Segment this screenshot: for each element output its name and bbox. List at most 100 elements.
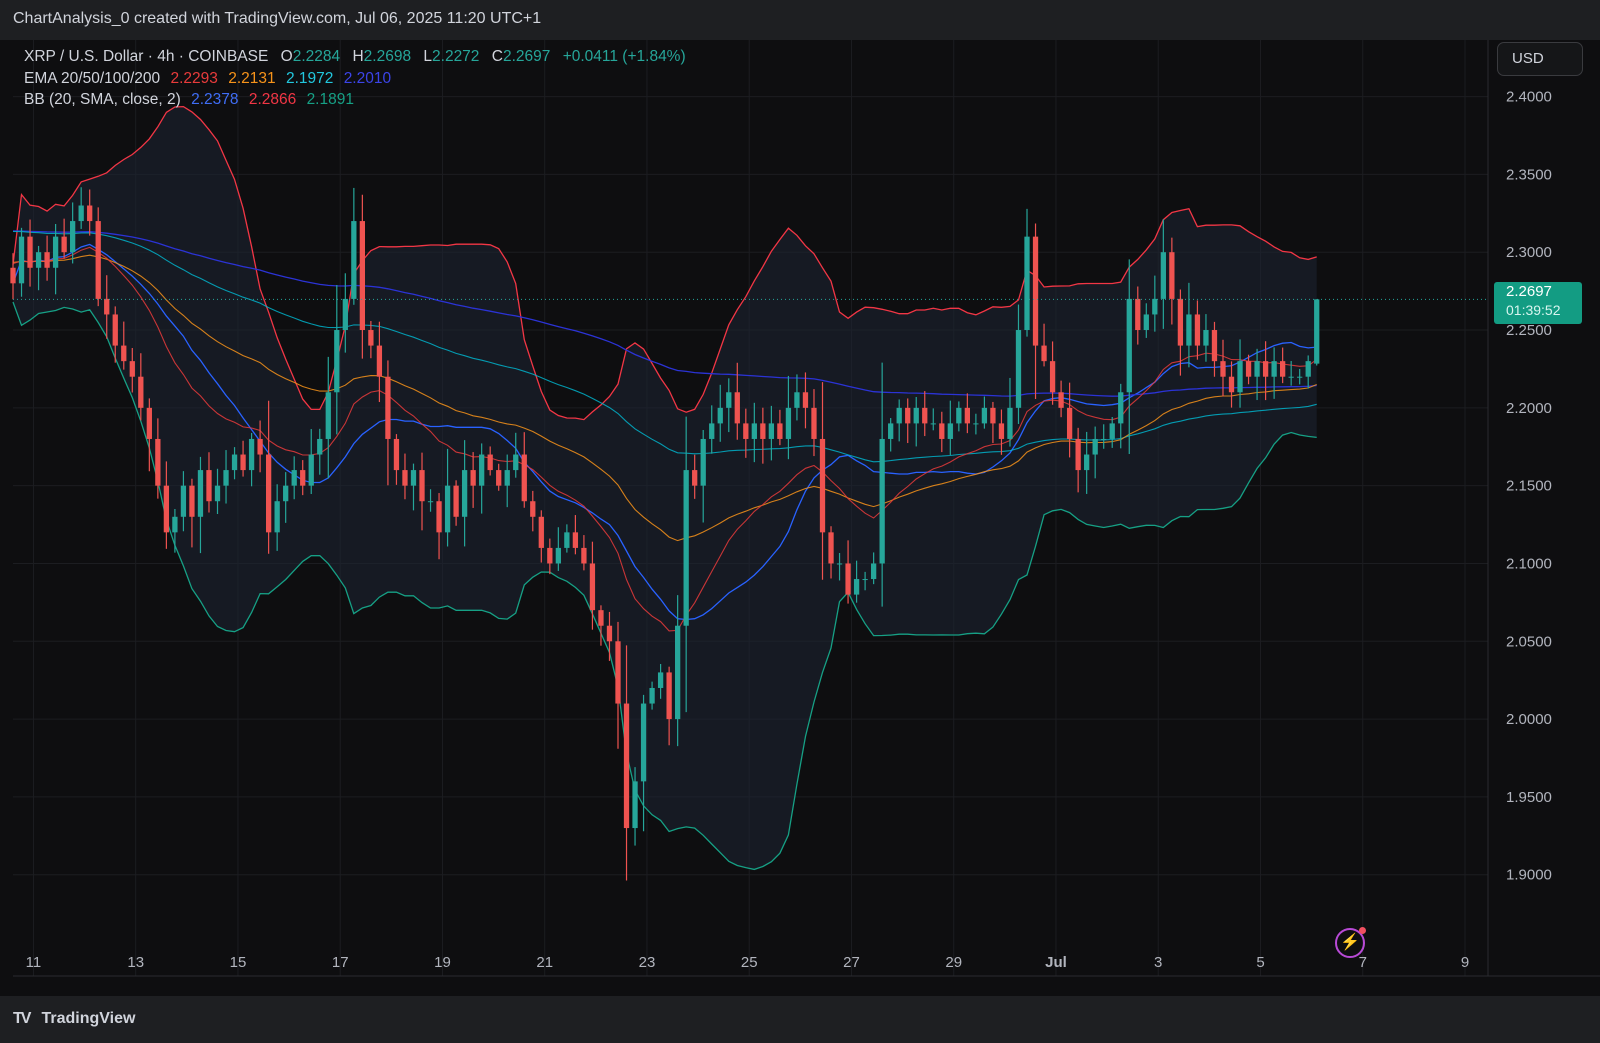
candle-up — [78, 187, 84, 229]
candle-body — [981, 407, 988, 424]
candle-up — [325, 356, 331, 479]
candle-down — [240, 440, 246, 477]
candle-body — [666, 672, 672, 720]
y-tick-label: 2.2500 — [1506, 322, 1552, 339]
candle-up — [1101, 424, 1107, 449]
open-value: 2.2284 — [292, 48, 341, 65]
ema50-line — [12, 254, 1317, 542]
candle-up — [785, 375, 792, 460]
candle-body — [155, 438, 161, 486]
candle-body — [351, 221, 357, 299]
candle-body — [223, 470, 229, 486]
candle-body — [1041, 345, 1047, 362]
candle-body — [819, 438, 826, 533]
candle-body — [828, 532, 834, 564]
candle-body — [726, 392, 732, 408]
candle-body — [675, 625, 681, 720]
candle-down — [1066, 382, 1073, 458]
candle-body — [95, 221, 101, 299]
tradingview-logo[interactable]: TV TradingView — [13, 1010, 135, 1028]
bb-row[interactable]: BB (20, SMA, close, 2) 2.2378 2.2866 2.1… — [24, 89, 686, 111]
symbol-label[interactable]: XRP / U.S. Dollar · 4h · COINBASE — [24, 48, 269, 65]
candle-down — [10, 253, 16, 300]
candle-body — [214, 485, 221, 502]
candle-down — [257, 420, 263, 473]
candle-body — [589, 563, 596, 611]
candle-down — [27, 219, 33, 287]
candle-up — [657, 663, 664, 699]
candle-body — [248, 438, 255, 471]
candle-down — [538, 510, 544, 563]
candle-body — [368, 330, 374, 346]
candle-up — [862, 571, 868, 591]
x-tick-label: Jul — [1045, 954, 1067, 971]
ema-row[interactable]: EMA 20/50/100/200 2.2293 2.2131 2.1972 2… — [24, 68, 686, 90]
candle-up — [555, 527, 561, 571]
y-tick-label: 2.1000 — [1506, 555, 1552, 572]
candle-body — [657, 672, 664, 688]
candle-down — [138, 353, 144, 421]
candle-body — [479, 454, 485, 486]
candle-up — [334, 284, 340, 435]
candle-body — [538, 516, 544, 548]
candle-body — [888, 423, 894, 439]
candle-body — [692, 470, 698, 486]
candle-body — [845, 563, 851, 595]
candle-up — [717, 384, 723, 442]
candle-body — [44, 252, 50, 268]
candle-up — [870, 552, 877, 585]
x-tick-label: 7 — [1359, 954, 1367, 971]
candle-body — [1297, 376, 1303, 378]
candle-body — [427, 501, 434, 503]
candle-down — [811, 389, 817, 457]
candle-up — [751, 402, 757, 463]
candle-down — [1194, 300, 1201, 360]
candle-body — [35, 252, 42, 268]
candle-down — [419, 452, 425, 531]
currency-button[interactable]: USD — [1497, 42, 1583, 76]
y-tick-label: 1.9000 — [1506, 867, 1552, 884]
candle-body — [751, 423, 757, 439]
candle-body — [163, 485, 170, 533]
candle-down — [112, 306, 118, 363]
candle-down — [998, 409, 1005, 455]
candle-body — [794, 392, 800, 408]
price-chart[interactable]: 1.9000 1.9500 2.0000 2.0500 2.1000 2.1500 2.20… — [0, 40, 1600, 996]
candle-body — [683, 470, 689, 626]
candle-up — [1288, 360, 1294, 386]
candle-down — [581, 535, 587, 571]
bb-label: BB (20, SMA, close, 2) — [24, 91, 181, 108]
candle-body — [283, 485, 289, 502]
candle-body — [112, 314, 118, 346]
candle-down — [623, 645, 630, 881]
y-tick-label: 2.4000 — [1506, 89, 1552, 106]
candle-body — [913, 407, 919, 424]
candle-body — [1237, 361, 1243, 393]
candle-down — [1049, 341, 1056, 405]
candle-body — [1015, 330, 1022, 408]
x-tick-label: 9 — [1461, 954, 1469, 971]
candle-down — [547, 538, 553, 575]
candle-body — [836, 563, 843, 565]
candle-body — [1177, 298, 1184, 346]
candle-up — [913, 396, 919, 447]
candle-body — [496, 470, 502, 486]
candle-body — [811, 407, 817, 439]
candle-up — [1271, 347, 1277, 399]
candle-body — [419, 470, 425, 502]
candle-up — [1152, 275, 1158, 332]
candle-down — [104, 275, 110, 339]
candle-up — [504, 454, 510, 508]
y-tick-label: 2.0000 — [1506, 711, 1552, 728]
ema-label: EMA 20/50/100/200 — [24, 69, 161, 87]
top-bar: ChartAnalysis_0 created with TradingView… — [0, 0, 1600, 41]
lightning-icon[interactable]: ⚡ — [1335, 927, 1366, 958]
low-label: L — [423, 48, 433, 65]
candle-up — [930, 408, 936, 431]
candle-up — [427, 489, 434, 512]
open-label: O — [280, 48, 293, 65]
candle-up — [197, 456, 204, 554]
candle-body — [138, 376, 144, 408]
candle-body — [487, 454, 493, 471]
candle-down — [964, 393, 971, 434]
